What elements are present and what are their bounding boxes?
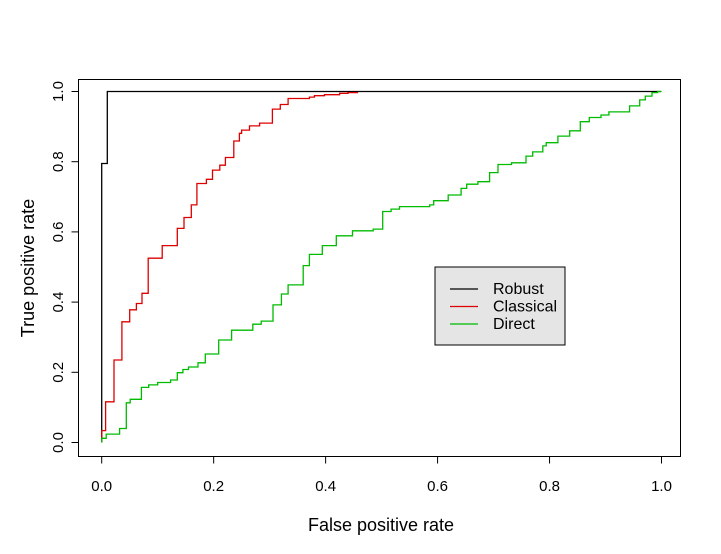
y-tick-label: 0.8 [50,151,67,172]
curve-direct [101,90,662,443]
x-tick-label: 0.6 [427,478,448,495]
x-tick-label: 0.8 [539,478,560,495]
y-tick-label: 0.0 [50,432,67,453]
legend-item-direct: Direct [450,316,535,333]
plot-box [78,79,681,457]
y-tick-label: 0.4 [50,292,67,313]
legend-label-classical: Classical [493,299,557,316]
curve-classical [101,91,359,443]
legend-item-classical: Classical [450,299,557,316]
y-axis-title: True positive rate [18,199,38,337]
y-tick-label: 0.6 [50,221,67,242]
legend-label-direct: Direct [493,316,535,333]
x-axis-title: False positive rate [308,515,454,535]
y-tick-label: 0.2 [50,362,67,383]
curve-robust [101,90,662,443]
x-tick-label: 0.2 [203,478,224,495]
y-tick-label: 1.0 [50,81,67,102]
legend-item-robust: Robust [450,281,544,298]
y-axis-ticks: 0.0 0.2 0.4 0.6 0.8 1.0 [50,81,79,453]
legend-label-robust: Robust [493,281,544,298]
x-tick-label: 1.0 [651,478,672,495]
x-tick-label: 0.0 [91,478,112,495]
x-tick-label: 0.4 [315,478,336,495]
x-axis-ticks: 0.0 0.2 0.4 0.6 0.8 1.0 [91,456,672,495]
legend: Robust Classical Direct [434,266,566,346]
curves [101,90,662,443]
